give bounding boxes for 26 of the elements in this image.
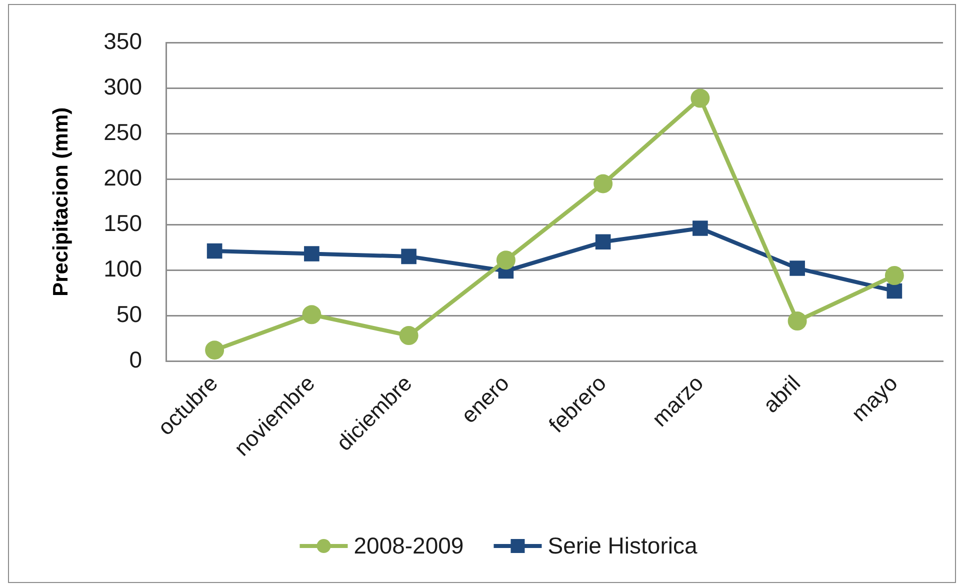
point bbox=[595, 234, 611, 250]
point bbox=[692, 220, 708, 236]
y-axis-title: Precipitacion (mm) bbox=[49, 107, 72, 296]
point bbox=[401, 248, 416, 264]
point bbox=[884, 266, 904, 286]
point bbox=[302, 305, 322, 324]
legend-label: 2008-2009 bbox=[354, 532, 464, 558]
y-tick-label: 50 bbox=[116, 300, 142, 327]
point bbox=[304, 246, 320, 262]
y-tick-label: 0 bbox=[129, 346, 142, 372]
point bbox=[788, 312, 807, 330]
y-tick-label: 350 bbox=[104, 28, 142, 54]
y-tick-label: 150 bbox=[104, 210, 142, 236]
point bbox=[690, 88, 710, 108]
legend-label: Serie Historica bbox=[548, 532, 698, 558]
point bbox=[496, 250, 516, 270]
y-tick-label: 200 bbox=[104, 164, 142, 191]
point bbox=[886, 283, 902, 299]
point bbox=[594, 174, 613, 194]
point bbox=[790, 260, 805, 276]
y-tick-label: 100 bbox=[104, 255, 142, 282]
point bbox=[205, 340, 224, 360]
point bbox=[206, 243, 222, 259]
point bbox=[399, 326, 418, 346]
y-tick-label: 300 bbox=[104, 74, 142, 100]
y-tick-label: 250 bbox=[104, 119, 142, 146]
